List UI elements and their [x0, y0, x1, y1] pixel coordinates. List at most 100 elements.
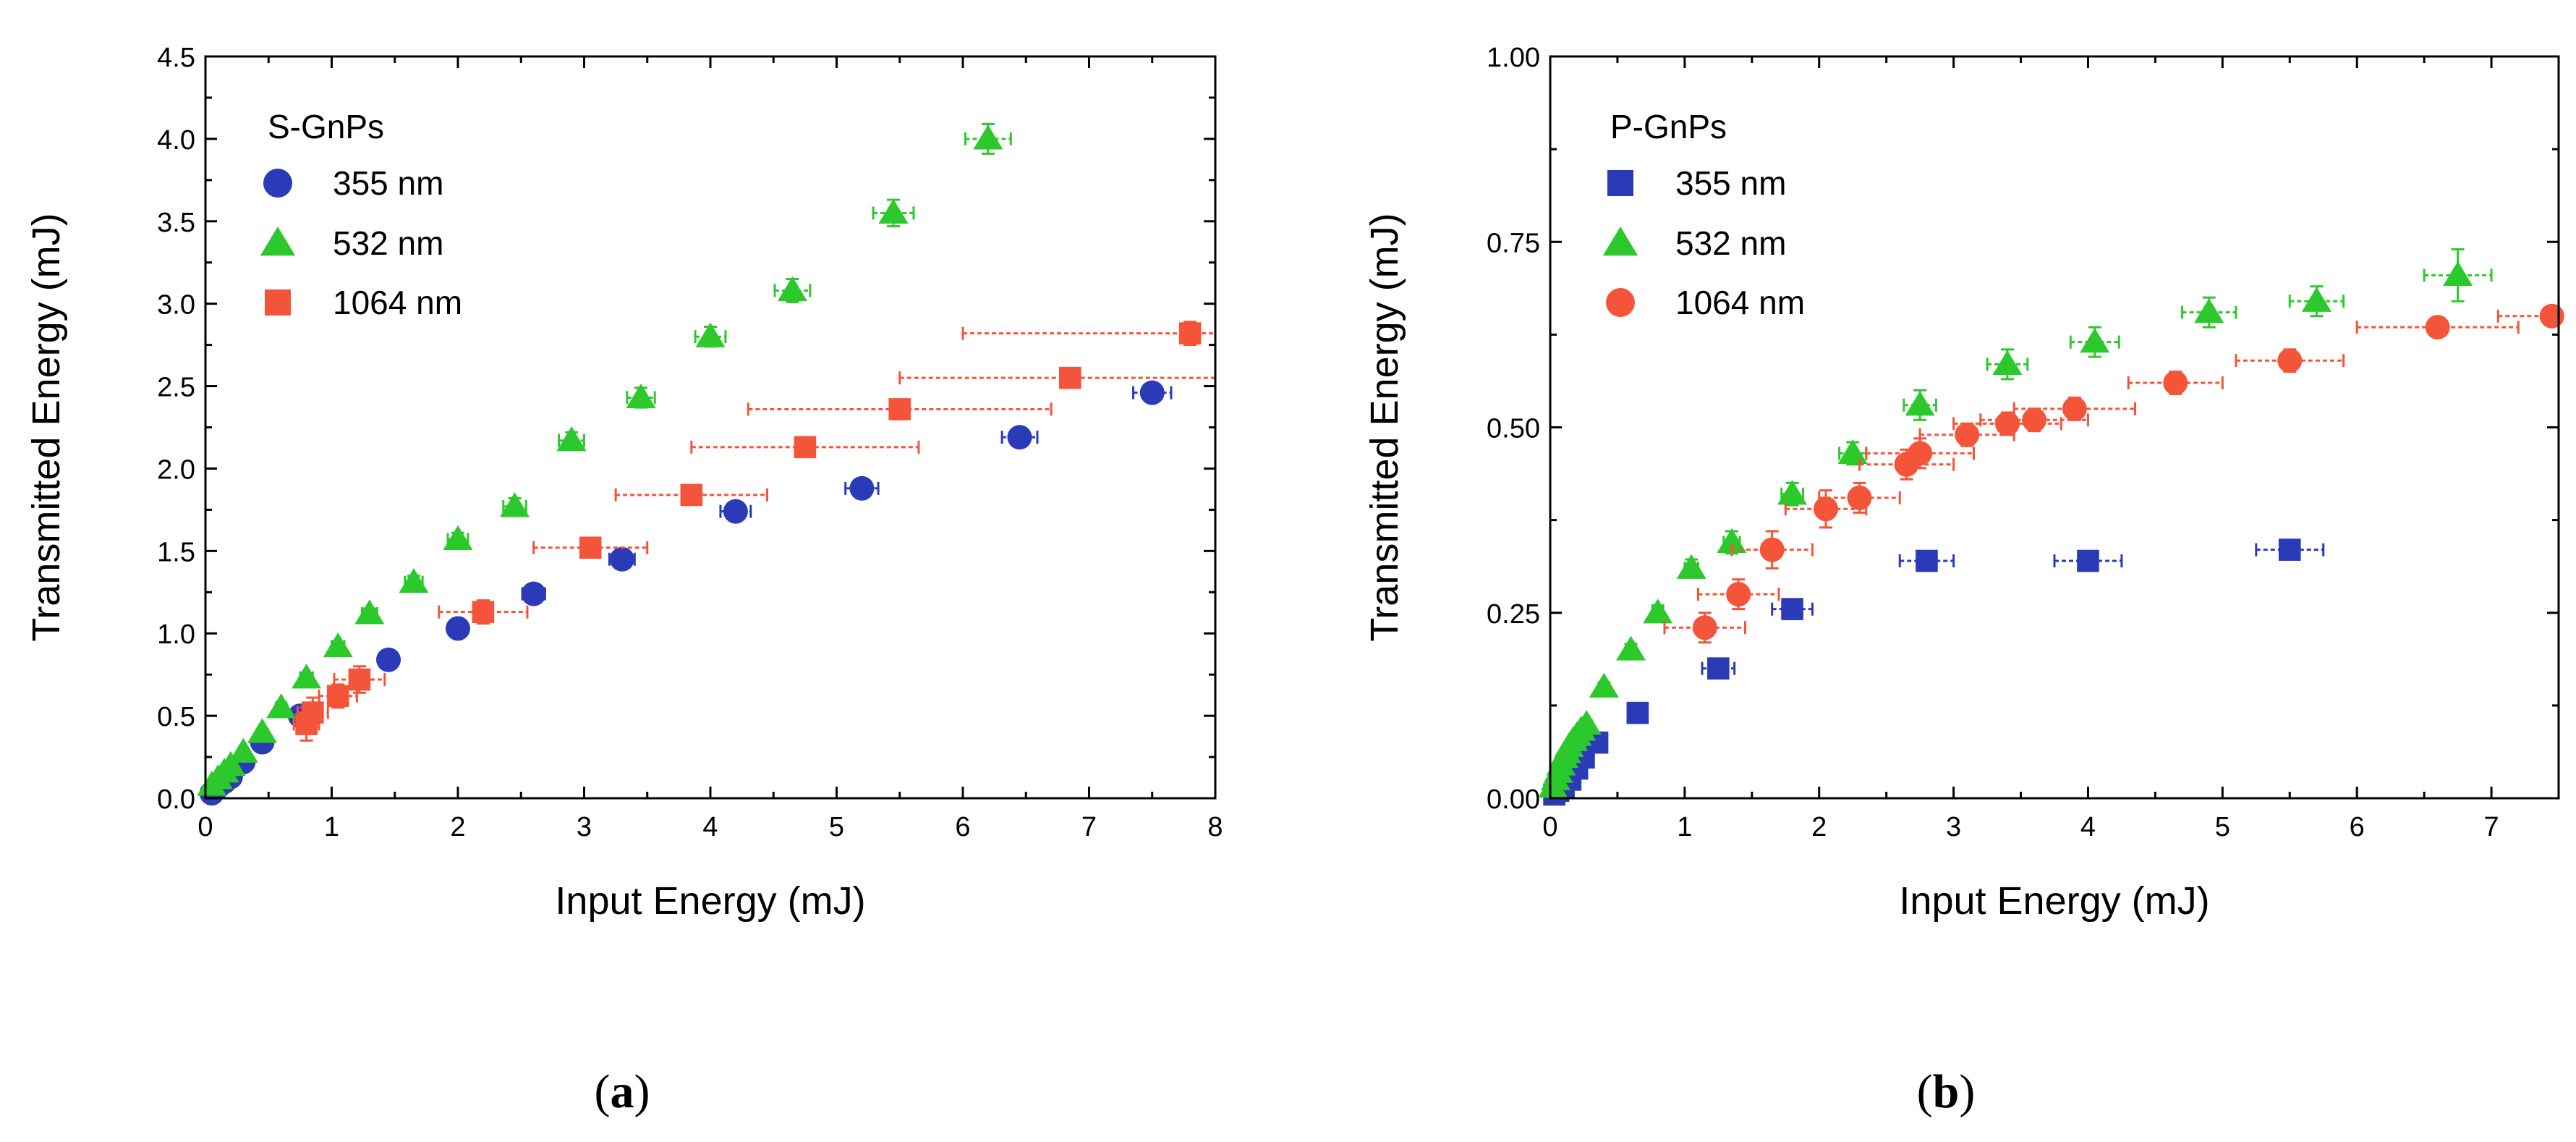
panel-b-532-nm-point: [1643, 599, 1673, 624]
panel-b-532-nm-point: [1589, 672, 1619, 698]
panel-a-532-nm-point: [443, 525, 473, 551]
panel-a-y-tick-label: 1.5: [157, 537, 195, 567]
panel-a-x-tick-label: 1: [324, 812, 339, 842]
panel-b-1064-nm-point: [1955, 422, 1980, 447]
panel-a-y-tick-label: 2.0: [157, 454, 195, 485]
panel-b-x-tick-label: 7: [2483, 812, 2499, 842]
panel-a-355-nm-point: [446, 616, 470, 641]
panel-b-y-tick-label: 0.75: [1487, 228, 1540, 258]
panel-a-1064-nm-point: [326, 685, 349, 708]
panel-b-532-nm-point: [2301, 287, 2331, 312]
panel-a-1064-nm-point: [348, 668, 371, 691]
panel-a-legend-title: S-GnPs: [268, 108, 384, 145]
panel-a-355-nm-point: [1139, 380, 1165, 405]
panel-b-355-nm-point: [1626, 701, 1649, 724]
panel-b-1064-nm-point: [1814, 496, 1839, 522]
panel-b-532-nm-point: [1905, 391, 1935, 416]
panel-b-532-nm-point: [1837, 439, 1868, 465]
panel-a-532-nm-point: [556, 426, 587, 452]
panel-a-x-tick-label: 2: [450, 812, 465, 842]
panel-a-532-nm-point: [354, 599, 385, 625]
panel-b-y-tick-label: 0.50: [1487, 414, 1540, 444]
panel-b-plot-frame: [1549, 55, 2560, 800]
panel-b-532-nm-point: [1777, 480, 1808, 505]
panel-b-532-nm-point: [2194, 298, 2224, 323]
panel-a-532-nm-point: [499, 492, 530, 517]
panel-a-y-tick-label: 1.0: [157, 619, 195, 650]
panel-a-1064-nm-point: [302, 701, 324, 724]
panel-b-x-tick-label: 6: [2350, 812, 2365, 842]
panel-b-532-nm-point: [1571, 709, 1602, 735]
panel-b-1064-nm-point: [1908, 441, 1933, 466]
panel-b-355-nm-point: [2077, 549, 2099, 572]
panel-a-1064-nm-point: [579, 536, 602, 559]
panel-a-x-tick-label: 6: [955, 812, 970, 842]
panel-a-355-nm-point: [723, 499, 748, 524]
panel-b-legend-label: 355 nm: [1675, 164, 1786, 202]
panel-a-1064-nm-point: [1059, 366, 1081, 389]
panel-b-1064-nm-point: [1994, 411, 2020, 436]
panel-b-1064-nm-point: [2539, 303, 2564, 329]
panel-a-plot-frame: [204, 55, 1217, 800]
panel-a-1064-nm-point: [794, 436, 817, 459]
panel-a-355-nm-point: [376, 647, 401, 672]
panel-a-532-nm-point: [228, 737, 258, 763]
panel-b-legend-marker: [1607, 170, 1633, 196]
panel-a-532-nm-point: [292, 664, 322, 689]
panel-b-x-axis-label: Input Energy (mJ): [1899, 879, 2209, 923]
panel-b-532-nm-point: [2080, 328, 2110, 353]
panel-b-355-nm-point: [1916, 549, 1938, 572]
panel-b-1064-nm-point: [1692, 615, 1717, 640]
panel-a-1064-nm-point: [472, 601, 495, 623]
panel-b-x-tick-label: 1: [1677, 812, 1692, 842]
panel-a-y-tick-label: 2.5: [157, 373, 195, 403]
panel-a-legend-marker: [263, 169, 292, 198]
panel-a-355-nm-point: [609, 546, 634, 572]
panel-a-355-nm-point: [849, 475, 875, 501]
panel-a-y-tick-label: 0.0: [157, 784, 195, 815]
panel-a-532-nm-point: [626, 383, 656, 409]
panel-b-532-nm-point: [1676, 554, 1706, 579]
panel-a-x-tick-label: 8: [1207, 812, 1223, 842]
panel-b-y-tick-label: 1.00: [1487, 43, 1540, 73]
panel-b-1064-nm-point: [1759, 537, 1785, 562]
panel-a-legend-label: 1064 nm: [333, 284, 462, 321]
panel-b-1064-nm-point: [2022, 407, 2047, 433]
panel-a-532-nm-point: [973, 124, 1003, 150]
panel-a-legend-label: 355 nm: [333, 164, 443, 202]
panel-a-x-tick-label: 0: [197, 812, 213, 842]
panel-b-1064-nm-point: [2163, 371, 2188, 395]
panel-b-355-nm-point: [2278, 538, 2301, 561]
panel-a-x-axis-label: Input Energy (mJ): [555, 879, 865, 923]
panel-b-y-tick-label: 0.25: [1487, 599, 1540, 630]
panel-a-x-tick-label: 3: [577, 812, 592, 842]
panel-b-1064-nm-point: [2062, 396, 2087, 421]
panel-a-532-nm-point: [399, 568, 429, 593]
panel-a-y-axis-label: Transmitted Energy (mJ): [25, 213, 68, 641]
panel-a-legend-marker: [260, 227, 296, 256]
panel-a-caption: (a): [595, 1065, 650, 1118]
panel-b-1064-nm-point: [1847, 485, 1872, 510]
panel-b-532-nm-point: [2443, 261, 2473, 287]
panel-a-legend-label: 532 nm: [333, 224, 443, 262]
panel-b-legend-title: P-GnPs: [1610, 108, 1727, 145]
panel-a-y-tick-label: 3.5: [157, 208, 195, 238]
panel-b-y-tick-label: 0.00: [1487, 784, 1540, 815]
panel-b-y-axis-label: Transmitted Energy (mJ): [1363, 213, 1406, 641]
panel-b-x-tick-label: 3: [1946, 812, 1961, 842]
panel-b-legend-label: 1064 nm: [1675, 284, 1805, 321]
panel-b-caption: (b): [1917, 1065, 1976, 1118]
panel-b-1064-nm-point: [2277, 348, 2303, 373]
panel-a-355-nm-point: [1007, 425, 1032, 450]
panel-a-legend-marker: [265, 289, 291, 316]
panel-a-1064-nm-point: [888, 398, 911, 420]
panel-a-x-tick-label: 4: [702, 812, 718, 842]
panel-a-532-nm-point: [323, 632, 353, 658]
panel-a-x-tick-label: 7: [1081, 812, 1097, 842]
panel-a-532-nm-point: [695, 322, 726, 347]
panel-a-x-tick-label: 5: [829, 812, 844, 842]
panel-a-y-tick-label: 4.5: [157, 43, 195, 73]
panel-b-1064-nm-point: [2425, 315, 2450, 340]
panel-a-532-nm-point: [266, 693, 297, 719]
